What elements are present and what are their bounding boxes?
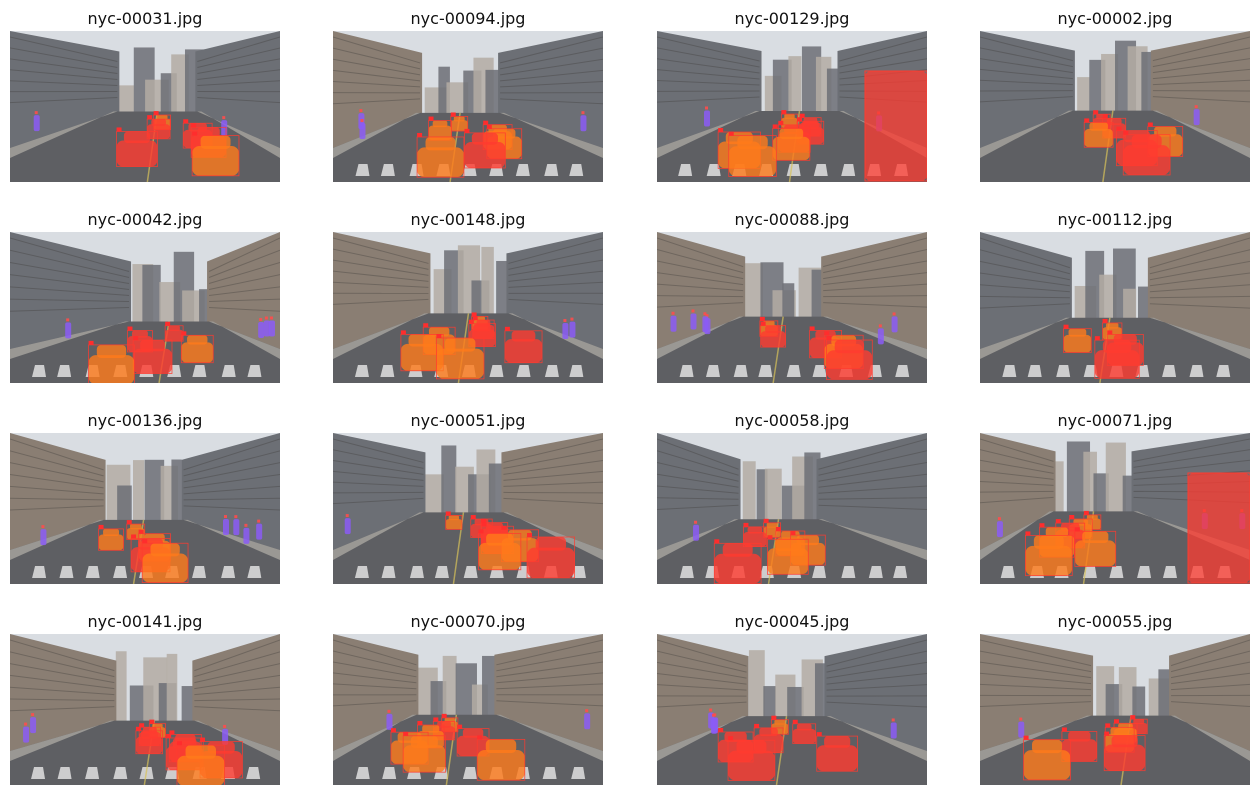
street-scene xyxy=(657,232,927,383)
image-filename: nyc-00045.jpg xyxy=(657,611,927,633)
street-scene xyxy=(980,31,1250,182)
image-filename: nyc-00071.jpg xyxy=(980,410,1250,432)
street-photo xyxy=(980,31,1250,182)
street-photo xyxy=(980,634,1250,785)
street-photo xyxy=(657,433,927,584)
street-photo xyxy=(333,634,603,785)
street-scene xyxy=(333,232,603,383)
street-photo xyxy=(333,31,603,182)
street-photo xyxy=(10,232,280,383)
street-scene xyxy=(333,433,603,584)
street-photo xyxy=(333,433,603,584)
street-photo xyxy=(10,433,280,584)
street-scene xyxy=(333,634,603,785)
image-filename: nyc-00094.jpg xyxy=(333,8,603,30)
street-scene xyxy=(333,31,603,182)
grid-cell: nyc-00129.jpg xyxy=(657,8,927,198)
grid-cell: nyc-00112.jpg xyxy=(980,209,1250,399)
street-scene xyxy=(657,31,927,182)
image-filename: nyc-00058.jpg xyxy=(657,410,927,432)
street-scene xyxy=(657,634,927,785)
street-scene xyxy=(980,433,1250,584)
street-photo xyxy=(657,232,927,383)
grid-cell: nyc-00031.jpg xyxy=(10,8,280,198)
street-photo xyxy=(657,634,927,785)
street-photo xyxy=(10,634,280,785)
grid-cell: nyc-00141.jpg xyxy=(10,611,280,801)
street-photo xyxy=(980,232,1250,383)
grid-cell: nyc-00055.jpg xyxy=(980,611,1250,801)
grid-cell: nyc-00002.jpg xyxy=(980,8,1250,198)
street-photo xyxy=(657,31,927,182)
image-filename: nyc-00070.jpg xyxy=(333,611,603,633)
image-filename: nyc-00129.jpg xyxy=(657,8,927,30)
grid-cell: nyc-00042.jpg xyxy=(10,209,280,399)
grid-cell: nyc-00045.jpg xyxy=(657,611,927,801)
street-scene xyxy=(657,433,927,584)
image-filename: nyc-00136.jpg xyxy=(10,410,280,432)
grid-cell: nyc-00088.jpg xyxy=(657,209,927,399)
image-filename: nyc-00148.jpg xyxy=(333,209,603,231)
image-filename: nyc-00042.jpg xyxy=(10,209,280,231)
grid-cell: nyc-00058.jpg xyxy=(657,410,927,600)
street-scene xyxy=(10,634,280,785)
street-photo xyxy=(10,31,280,182)
street-scene xyxy=(10,31,280,182)
image-filename: nyc-00088.jpg xyxy=(657,209,927,231)
image-filename: nyc-00055.jpg xyxy=(980,611,1250,633)
image-filename: nyc-00141.jpg xyxy=(10,611,280,633)
street-scene xyxy=(980,634,1250,785)
street-photo xyxy=(980,433,1250,584)
street-scene xyxy=(980,232,1250,383)
grid-cell: nyc-00071.jpg xyxy=(980,410,1250,600)
street-scene xyxy=(10,433,280,584)
grid-cell: nyc-00051.jpg xyxy=(333,410,603,600)
street-scene xyxy=(10,232,280,383)
image-filename: nyc-00051.jpg xyxy=(333,410,603,432)
image-filename: nyc-00002.jpg xyxy=(980,8,1250,30)
grid-cell: nyc-00136.jpg xyxy=(10,410,280,600)
street-photo xyxy=(333,232,603,383)
grid-cell: nyc-00094.jpg xyxy=(333,8,603,198)
grid-cell: nyc-00070.jpg xyxy=(333,611,603,801)
grid-cell: nyc-00148.jpg xyxy=(333,209,603,399)
image-filename: nyc-00112.jpg xyxy=(980,209,1250,231)
image-filename: nyc-00031.jpg xyxy=(10,8,280,30)
